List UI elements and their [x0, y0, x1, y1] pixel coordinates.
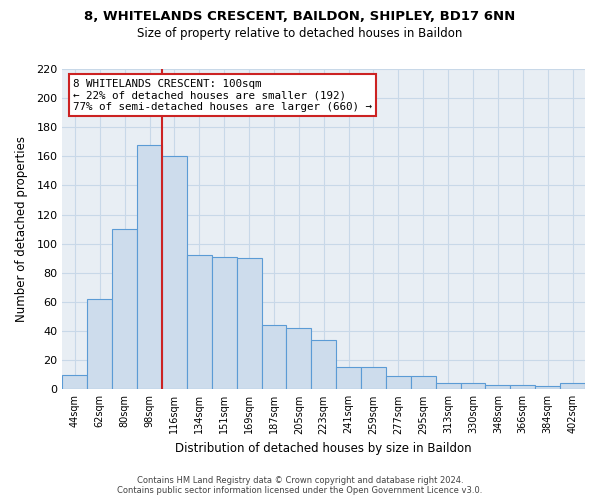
Bar	[535, 386, 560, 390]
Bar	[112, 229, 137, 390]
Bar	[461, 384, 485, 390]
Bar	[386, 376, 411, 390]
Bar	[485, 385, 511, 390]
Bar	[262, 325, 286, 390]
Text: 8, WHITELANDS CRESCENT, BAILDON, SHIPLEY, BD17 6NN: 8, WHITELANDS CRESCENT, BAILDON, SHIPLEY…	[85, 10, 515, 23]
Text: 8 WHITELANDS CRESCENT: 100sqm
← 22% of detached houses are smaller (192)
77% of : 8 WHITELANDS CRESCENT: 100sqm ← 22% of d…	[73, 78, 372, 112]
Bar	[162, 156, 187, 390]
Bar	[88, 299, 112, 390]
Bar	[311, 340, 336, 390]
Bar	[187, 256, 212, 390]
Bar	[137, 144, 162, 390]
Text: Contains HM Land Registry data © Crown copyright and database right 2024.
Contai: Contains HM Land Registry data © Crown c…	[118, 476, 482, 495]
Text: Size of property relative to detached houses in Baildon: Size of property relative to detached ho…	[137, 28, 463, 40]
Bar	[336, 368, 361, 390]
Bar	[62, 374, 88, 390]
Bar	[236, 258, 262, 390]
Bar	[411, 376, 436, 390]
Bar	[436, 384, 461, 390]
Bar	[286, 328, 311, 390]
Bar	[511, 385, 535, 390]
Bar	[212, 257, 236, 390]
X-axis label: Distribution of detached houses by size in Baildon: Distribution of detached houses by size …	[175, 442, 472, 455]
Bar	[361, 368, 386, 390]
Y-axis label: Number of detached properties: Number of detached properties	[15, 136, 28, 322]
Bar	[560, 384, 585, 390]
